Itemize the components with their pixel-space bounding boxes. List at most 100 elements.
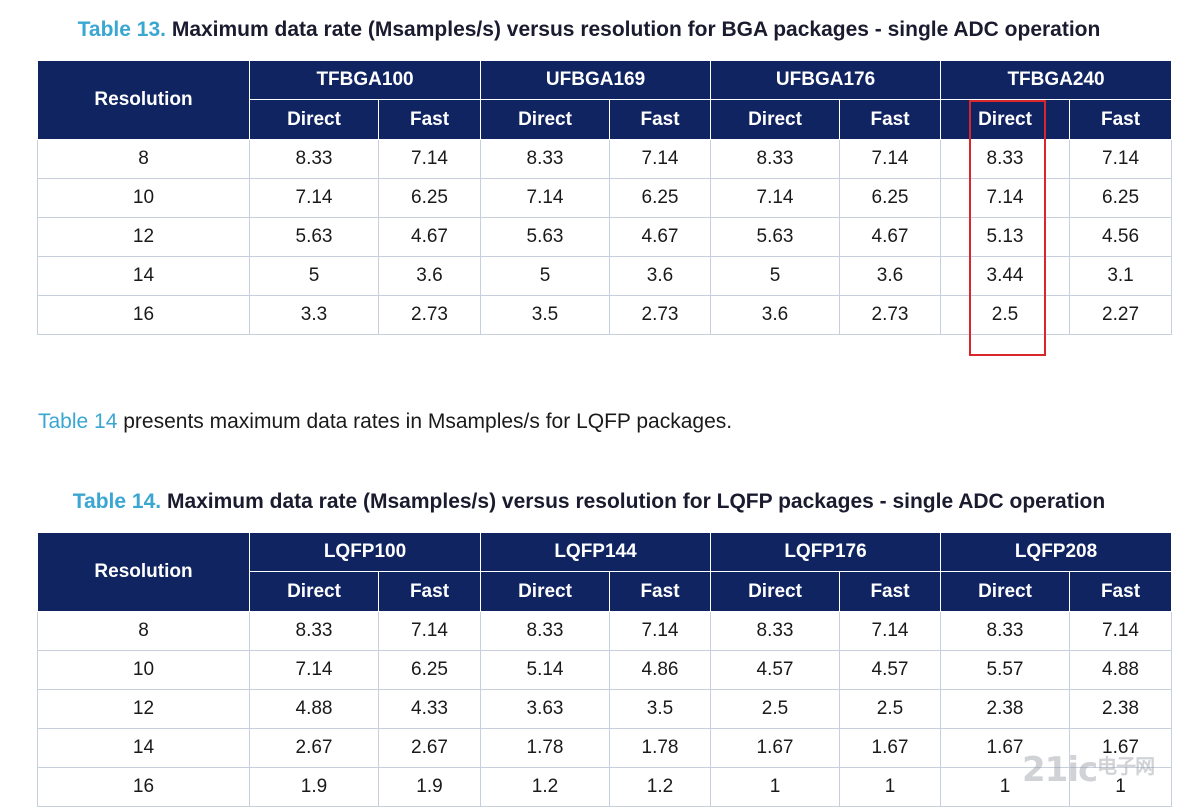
rate-cell: 6.25 (609, 178, 712, 218)
rate-cell: 4.67 (609, 217, 712, 257)
direct-header: Direct (480, 571, 610, 612)
rate-cell: 5 (480, 256, 611, 296)
package-header: UFBGA169 (480, 60, 712, 100)
rate-cell: 8.33 (480, 611, 610, 651)
rate-cell: 2.27 (1069, 295, 1173, 335)
rate-cell: 5 (710, 256, 841, 296)
rate-cell: 2.73 (839, 295, 942, 335)
table-14-number: Table 14. (72, 490, 162, 513)
rate-cell: 1 (1069, 767, 1172, 807)
rate-cell: 2.5 (710, 689, 840, 729)
rate-cell: 7.14 (377, 139, 482, 179)
resolution-cell: 12 (37, 217, 250, 257)
rate-cell: 3.63 (480, 689, 610, 729)
rate-cell: 1.78 (609, 728, 711, 768)
rate-cell: 4.56 (1069, 217, 1173, 257)
resolution-cell: 8 (37, 139, 250, 179)
package-header: UFBGA176 (710, 60, 942, 100)
direct-header: Direct (249, 99, 379, 140)
resolution-header: Resolution (37, 60, 250, 140)
rate-cell: 4.88 (249, 689, 379, 729)
rate-cell: 4.67 (839, 217, 942, 257)
rate-cell: 1.67 (839, 728, 941, 768)
rate-cell: 3.6 (839, 256, 942, 296)
rate-cell: 8.33 (710, 611, 840, 651)
rate-cell: 2.73 (609, 295, 712, 335)
package-header-row: Resolution LQFP100 LQFP144 LQFP176 LQFP208 (37, 532, 1172, 612)
rate-cell: 2.73 (377, 295, 482, 335)
table-13-caption: Table 13. Maximum data rate (Msamples/s)… (0, 18, 1178, 42)
resolution-cell: 10 (37, 178, 250, 218)
rate-cell: 1.67 (940, 728, 1070, 768)
highlight-box (969, 100, 1046, 356)
rate-cell: 2.38 (940, 689, 1070, 729)
rate-cell: 3.3 (249, 295, 379, 335)
table-13: Resolution TFBGA100 UFBGA169 UFBGA176 TFBGA2… (37, 60, 1173, 335)
rate-cell: 8.33 (249, 611, 379, 651)
rate-cell: 5.63 (710, 217, 841, 257)
table-13-number: Table 13. (77, 18, 166, 41)
rate-cell: 1 (710, 767, 840, 807)
rate-cell: 4.88 (1069, 650, 1172, 690)
intro-paragraph: Table 14 presents maximum data rates in … (38, 410, 732, 434)
table-row: 16 3.3 2.73 3.5 2.73 3.6 2.73 2.5 2.27 (37, 295, 1173, 335)
package-header: LQFP176 (710, 532, 941, 572)
resolution-cell: 14 (37, 728, 250, 768)
table-row: 8 8.33 7.14 8.33 7.14 8.33 7.14 8.33 7.14 (37, 139, 1173, 179)
rate-cell: 7.14 (249, 650, 379, 690)
table-14: Resolution LQFP100 LQFP144 LQFP176 LQFP208 Di… (37, 532, 1172, 807)
package-header: TFBGA240 (940, 60, 1173, 100)
rate-cell: 1.2 (609, 767, 711, 807)
rate-cell: 7.14 (378, 611, 481, 651)
rate-cell: 5 (249, 256, 379, 296)
rate-cell: 7.14 (839, 611, 941, 651)
rate-cell: 7.14 (249, 178, 379, 218)
rate-cell: 6.25 (1069, 178, 1173, 218)
fast-header: Fast (609, 571, 711, 612)
rate-cell: 1.67 (710, 728, 840, 768)
rate-cell: 5.57 (940, 650, 1070, 690)
rate-cell: 7.14 (839, 139, 942, 179)
rate-cell: 8.33 (249, 139, 379, 179)
package-header: LQFP144 (480, 532, 711, 572)
rate-cell: 2.5 (839, 689, 941, 729)
resolution-cell: 14 (37, 256, 250, 296)
rate-cell: 1.78 (480, 728, 610, 768)
rate-cell: 4.67 (377, 217, 482, 257)
rate-cell: 5.63 (249, 217, 379, 257)
paragraph-text: presents maximum data rates in Msamples/… (117, 410, 733, 433)
package-header-row: Resolution TFBGA100 UFBGA169 UFBGA176 TFBGA2… (37, 60, 1173, 140)
watermark-logo: 21ic电子网 (1022, 750, 1155, 790)
rate-cell: 7.14 (609, 611, 711, 651)
table-13-body: 8 8.33 7.14 8.33 7.14 8.33 7.14 8.33 7.14 10 7.14 6… (37, 139, 1173, 335)
rate-cell: 7.14 (710, 178, 841, 218)
package-header: LQFP100 (249, 532, 481, 572)
table-14-title: Maximum data rate (Msamples/s) versus re… (166, 490, 1106, 513)
resolution-header: Resolution (37, 532, 250, 612)
rate-cell: 7.14 (940, 178, 1071, 218)
rate-cell: 1.9 (378, 767, 481, 807)
rate-cell: 2.67 (378, 728, 481, 768)
rate-cell: 6.25 (377, 178, 482, 218)
resolution-cell: 12 (37, 689, 250, 729)
table-14-header: Resolution LQFP100 LQFP144 LQFP176 LQFP208 Di… (37, 532, 1172, 612)
table-14-link[interactable]: Table 14 (38, 410, 118, 433)
table-13-title: Maximum data rate (Msamples/s) versus re… (171, 18, 1101, 41)
table-row: 10 7.14 6.25 5.14 4.86 4.57 4.57 5.57 4.88 (37, 650, 1172, 690)
fast-header: Fast (1069, 571, 1172, 612)
rate-cell: 2.5 (940, 295, 1071, 335)
rate-cell: 4.86 (609, 650, 711, 690)
mode-header-row: Direct Fast Direct Fast Direct Fast Direct Fast (38, 571, 1172, 612)
table-14-body: 8 8.33 7.14 8.33 7.14 8.33 7.14 8.33 7.14 10 7.14 6… (37, 611, 1172, 807)
rate-cell: 3.6 (377, 256, 482, 296)
rate-cell: 8.33 (940, 611, 1070, 651)
rate-cell: 2.67 (249, 728, 379, 768)
fast-header: Fast (1069, 99, 1173, 140)
rate-cell: 7.14 (1069, 611, 1172, 651)
rate-cell: 1.2 (480, 767, 610, 807)
rate-cell: 3.1 (1069, 256, 1173, 296)
rate-cell: 6.25 (839, 178, 942, 218)
fast-header: Fast (377, 99, 482, 140)
rate-cell: 8.33 (710, 139, 841, 179)
rate-cell: 5.14 (480, 650, 610, 690)
